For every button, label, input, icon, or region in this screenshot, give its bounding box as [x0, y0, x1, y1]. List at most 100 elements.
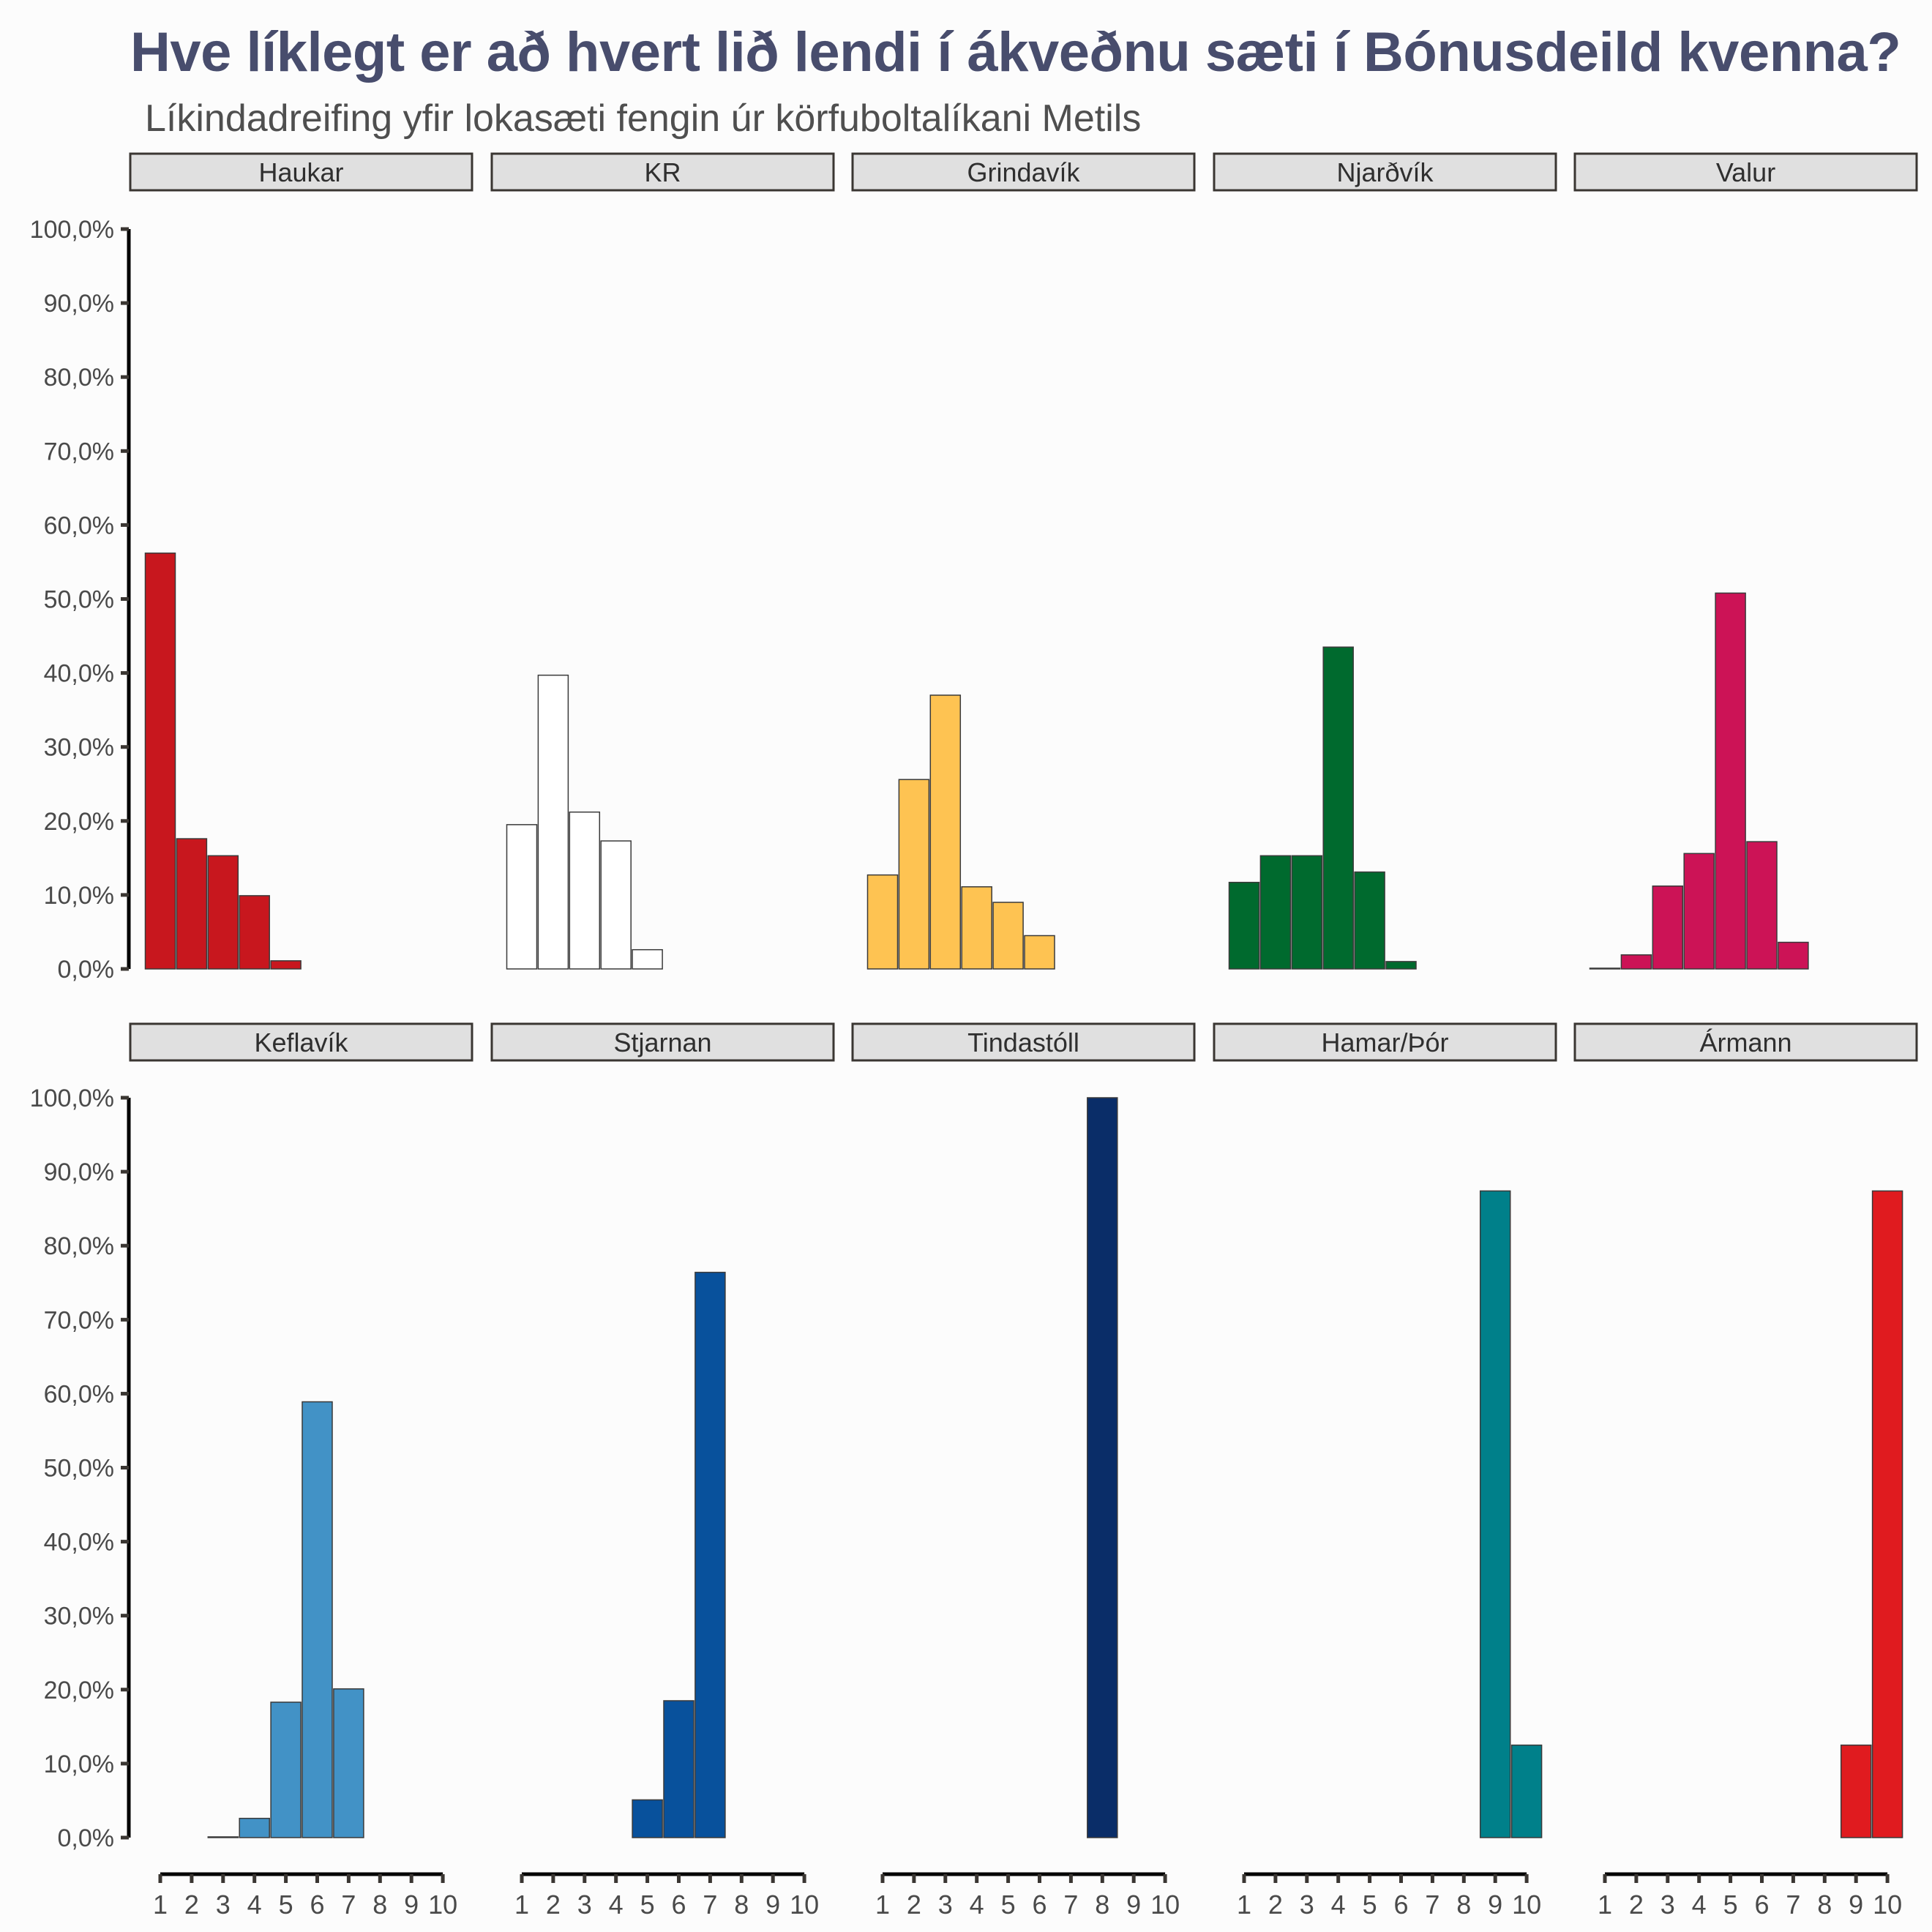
- y-tick-label: 30,0%: [44, 734, 114, 762]
- bar-hamar-þór-place-9: [1479, 1190, 1511, 1838]
- x-tick-label: 4: [970, 1890, 984, 1920]
- y-tick-label: 90,0%: [44, 1158, 114, 1186]
- bar-grindavík-place-4: [961, 886, 992, 970]
- x-tick-label: 3: [1300, 1890, 1314, 1920]
- x-tick-label: 6: [310, 1890, 324, 1920]
- x-tick-label: 4: [1692, 1890, 1707, 1920]
- y-tick-label: 0,0%: [58, 1824, 115, 1852]
- bar-valur-place-2: [1620, 954, 1652, 970]
- x-tick-label: 7: [1786, 1890, 1800, 1920]
- y-tick-label: 10,0%: [44, 1751, 114, 1778]
- facet-strip: [490, 152, 835, 192]
- bar-grindavík-place-6: [1024, 935, 1055, 970]
- x-tick-label: 4: [609, 1890, 624, 1920]
- x-tick-label: 1: [1598, 1890, 1612, 1920]
- bar-valur-place-1: [1589, 967, 1621, 970]
- bar-valur-place-5: [1715, 592, 1746, 970]
- x-tick-label: 2: [546, 1890, 561, 1920]
- x-tick-label: 7: [1425, 1890, 1439, 1920]
- y-tick-label: 40,0%: [44, 1529, 114, 1557]
- y-tick-label: 100,0%: [30, 1085, 114, 1112]
- y-tick-label: 40,0%: [44, 660, 114, 688]
- facet-strip-label: Stjarnan: [613, 1027, 711, 1057]
- y-tick-label: 60,0%: [44, 1380, 114, 1408]
- bar-grindavík-place-2: [898, 779, 930, 970]
- bar-kr-place-5: [632, 948, 663, 970]
- y-tick-label: 100,0%: [30, 216, 114, 244]
- bar-njarðvík-place-3: [1291, 855, 1323, 970]
- x-tick-label: 8: [372, 1890, 387, 1920]
- facet-strip: [129, 1022, 473, 1062]
- x-tick-label: 9: [1488, 1890, 1502, 1920]
- facet-strip: [851, 1022, 1196, 1062]
- bar-njarðvík-place-5: [1354, 871, 1385, 970]
- facet-strip: [1213, 1022, 1557, 1062]
- x-tick-label: 5: [1723, 1890, 1738, 1920]
- x-tick-label: 5: [1363, 1890, 1377, 1920]
- x-tick-label: 5: [279, 1890, 293, 1920]
- facet-strip-label: Valur: [1716, 157, 1775, 187]
- bar-keflavík-place-7: [333, 1688, 364, 1838]
- bar-valur-place-7: [1778, 941, 1809, 970]
- y-tick-label: 50,0%: [44, 1455, 114, 1483]
- facet-strip: [1573, 152, 1918, 192]
- y-tick-label: 0,0%: [58, 956, 115, 984]
- x-tick-label: 5: [640, 1890, 655, 1920]
- y-tick-label: 20,0%: [44, 808, 114, 836]
- x-tick-label: 7: [1063, 1890, 1078, 1920]
- bar-haukar-place-4: [239, 895, 270, 970]
- bar-valur-place-4: [1683, 853, 1715, 970]
- facet-strip: [851, 152, 1196, 192]
- bar-grindavík-place-3: [929, 694, 962, 970]
- bar-ármann-place-10: [1871, 1190, 1903, 1838]
- bar-valur-place-6: [1746, 841, 1778, 970]
- y-tick-label: 60,0%: [44, 512, 114, 539]
- bar-njarðvík-place-2: [1259, 855, 1292, 970]
- x-tick-label: 6: [1393, 1890, 1408, 1920]
- x-tick-label: 2: [1268, 1890, 1283, 1920]
- y-tick-label: 10,0%: [44, 882, 114, 910]
- bar-haukar-place-3: [207, 855, 239, 970]
- bar-haukar-place-5: [270, 960, 302, 970]
- x-tick-label: 2: [907, 1890, 921, 1920]
- facet-strip-label: Njarðvík: [1336, 157, 1434, 187]
- x-tick-label: 9: [765, 1890, 780, 1920]
- chart-title: Hve líklegt er að hvert lið lendi í ákve…: [130, 21, 1901, 83]
- bar-kr-place-2: [537, 674, 569, 970]
- x-tick-label: 9: [404, 1890, 419, 1920]
- x-tick-label: 6: [671, 1890, 686, 1920]
- bar-tindastóll-place-8: [1087, 1097, 1118, 1838]
- facet-strip: [490, 1022, 835, 1062]
- bar-stjarnan-place-6: [663, 1700, 694, 1838]
- x-tick-label: 3: [1660, 1890, 1675, 1920]
- facet-strip-label: Grindavík: [967, 157, 1080, 187]
- x-tick-label: 3: [577, 1890, 592, 1920]
- x-tick-label: 6: [1032, 1890, 1046, 1920]
- x-tick-label: 9: [1849, 1890, 1863, 1920]
- x-tick-label: 1: [514, 1890, 529, 1920]
- facet-strip-label: KR: [644, 157, 681, 187]
- bar-njarðvík-place-1: [1228, 881, 1260, 970]
- bar-keflavík-place-5: [270, 1701, 302, 1838]
- bar-valur-place-3: [1652, 886, 1684, 970]
- bar-kr-place-3: [569, 811, 601, 970]
- bar-stjarnan-place-7: [694, 1271, 726, 1838]
- facet-strip: [1573, 1022, 1918, 1062]
- x-tick-label: 8: [734, 1890, 749, 1920]
- y-tick-label: 80,0%: [44, 1232, 114, 1260]
- facet-strip-label: Hamar/Þór: [1321, 1027, 1448, 1057]
- x-tick-label: 7: [703, 1890, 717, 1920]
- facet-strip-label: Ármann: [1699, 1027, 1791, 1057]
- x-tick-label: 5: [1001, 1890, 1016, 1920]
- x-tick-label: 9: [1126, 1890, 1141, 1920]
- x-tick-label: 10: [1512, 1890, 1541, 1920]
- x-tick-label: 3: [216, 1890, 231, 1920]
- x-tick-label: 8: [1095, 1890, 1109, 1920]
- facet-strip-label: Keflavík: [254, 1027, 348, 1057]
- bar-haukar-place-1: [144, 553, 176, 970]
- x-tick-label: 2: [1629, 1890, 1644, 1920]
- x-tick-label: 4: [1331, 1890, 1346, 1920]
- x-tick-label: 8: [1456, 1890, 1471, 1920]
- x-tick-label: 10: [790, 1890, 819, 1920]
